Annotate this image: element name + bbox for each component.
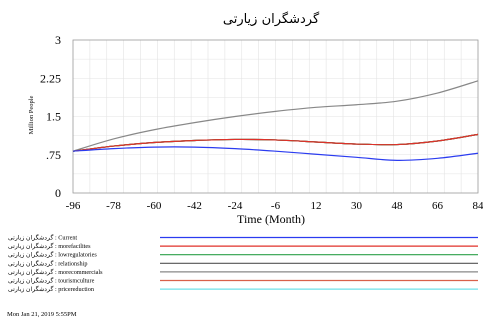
- y-tick-label: .75: [46, 148, 61, 162]
- legend-series-name: morefacilites: [57, 243, 91, 250]
- series-line-morecommercials: [72, 80, 479, 152]
- x-tick-label: -96: [66, 200, 81, 212]
- y-tick-label: 2.25: [40, 71, 61, 85]
- legend-prefix: گردشگران زیارتی :: [8, 285, 57, 293]
- legend-prefix: گردشگران زیارتی :: [8, 268, 57, 276]
- legend-prefix: گردشگران زیارتی :: [8, 277, 57, 285]
- series-lines: [72, 80, 479, 161]
- legend-series-name: relationship: [57, 260, 88, 267]
- chart-title: گردشگران زیارتی: [223, 11, 320, 27]
- plot-area-frame: [72, 39, 479, 194]
- legend-label-Current: گردشگران زیارتی : Current: [8, 234, 77, 242]
- legend-label-pricereduction: گردشگران زیارتی : pricereduction: [8, 285, 94, 293]
- y-tick-labels: 0 .75 1.5 2.25 3: [40, 33, 61, 200]
- x-tick-label: -78: [106, 200, 121, 212]
- legend-label-morecommercials: گردشگران زیارتی : morecommercials: [8, 268, 103, 276]
- legend-label-relationship: گردشگران زیارتی : relationship: [8, 259, 87, 267]
- y-axis-label: Million People: [28, 95, 35, 134]
- legend-label-morefacilites: گردشگران زیارتی : morefacilites: [8, 242, 91, 250]
- legend-label-tourismculture: گردشگران زیارتی : tourismculture: [8, 277, 95, 285]
- x-tick-label: -42: [187, 200, 202, 212]
- x-tick-label: -6: [271, 200, 281, 212]
- legend-series-name: pricereduction: [57, 286, 94, 293]
- legend-series-name: Current: [57, 235, 78, 242]
- x-axis-label: Time (Month): [237, 212, 305, 226]
- y-tick-label: 3: [55, 33, 61, 47]
- legend-label-lowregulatories: گردشگران زیارتی : lowregulatories: [8, 251, 97, 259]
- y-tick-label: 1.5: [46, 110, 61, 124]
- legend-prefix: گردشگران زیارتی :: [8, 234, 57, 242]
- x-tick-label: -24: [228, 200, 243, 212]
- grid: [73, 40, 478, 193]
- legend-series-name: tourismculture: [57, 278, 95, 285]
- y-tick-label: 0: [55, 186, 61, 200]
- legend-series-name: lowregulatories: [57, 252, 98, 259]
- legend-series-name: morecommercials: [57, 269, 103, 276]
- x-tick-label: 48: [392, 200, 404, 212]
- series-line-Current: [72, 146, 479, 161]
- timestamp: Mon Jan 21, 2019 5:55PM: [7, 311, 77, 318]
- x-tick-labels: -96 -78 -60 -42 -24 -6 12 30 48 66 84: [66, 200, 483, 212]
- x-tick-label: -60: [147, 200, 162, 212]
- x-tick-label: 84: [473, 200, 483, 212]
- x-tick-label: 66: [432, 200, 444, 212]
- legend-prefix: گردشگران زیارتی :: [8, 242, 57, 250]
- x-tick-label: 12: [311, 200, 322, 212]
- legend-prefix: گردشگران زیارتی :: [8, 259, 57, 267]
- series-line-morefacilites: [72, 133, 479, 152]
- legend-prefix: گردشگران زیارتی :: [8, 251, 57, 259]
- x-tick-label: 30: [351, 200, 363, 212]
